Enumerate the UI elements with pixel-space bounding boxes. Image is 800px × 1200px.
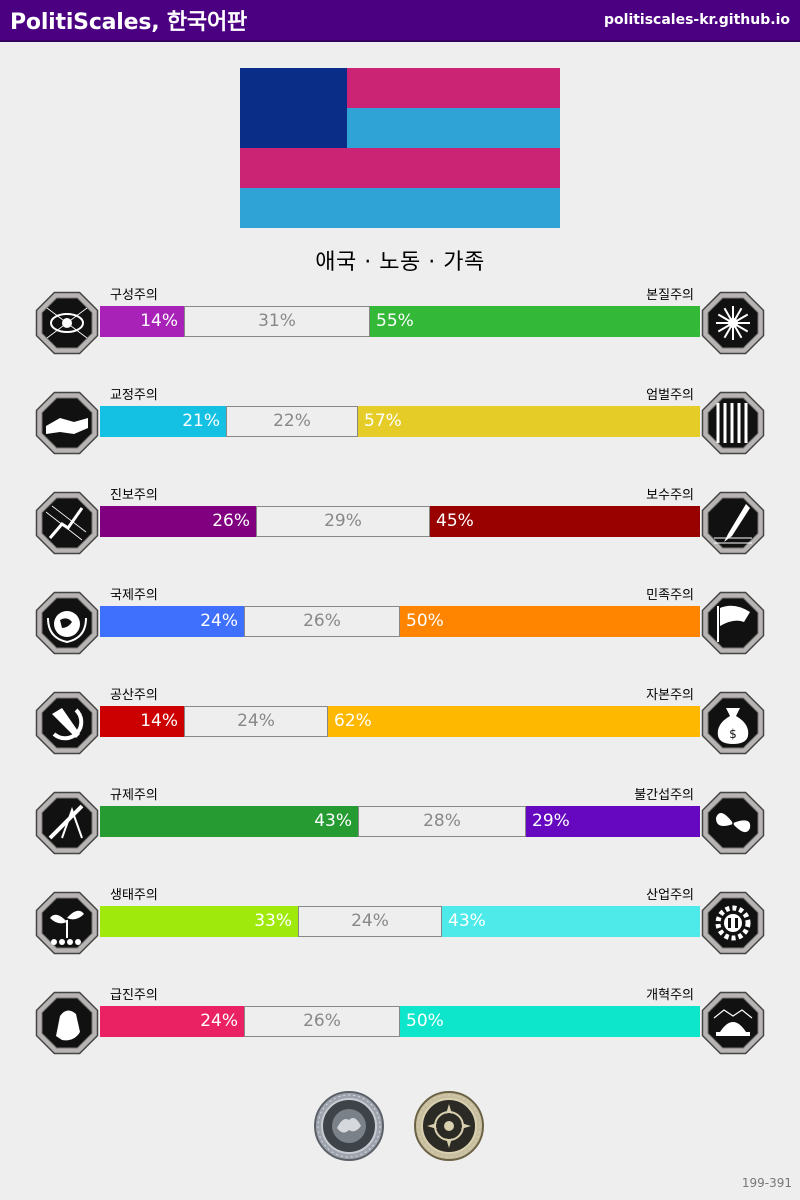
axis-bar: 26% 29% 45%: [100, 506, 700, 537]
axis-left-label: 진보주의: [110, 488, 158, 503]
gold-seal-icon: [413, 1090, 485, 1162]
flag-stripe-blue-2: [240, 188, 560, 228]
header-bar: PolitiScales, 한국어판 politiscales-kr.githu…: [0, 0, 800, 42]
globe-laurel-icon: [32, 588, 102, 658]
axis-bar: 14% 24% 62%: [100, 706, 700, 737]
axis-right-label: 엄벌주의: [646, 388, 694, 403]
quill-pen-icon: [698, 488, 768, 558]
ideology-name: 애국 · 노동 · 가족: [315, 250, 485, 275]
axis-neutral-segment: 28%: [358, 806, 526, 837]
axis-right-label: 민족주의: [646, 588, 694, 603]
axis-bar: 33% 24% 43%: [100, 906, 700, 937]
axis-neutral-segment: 26%: [244, 606, 400, 637]
gear-icon: [698, 888, 768, 958]
axis-neutral-segment: 24%: [184, 706, 328, 737]
axis-left-segment: 14%: [100, 706, 184, 737]
silver-seal-icon: [313, 1090, 385, 1162]
ruler-compass-icon: [32, 788, 102, 858]
axis-left-label: 구성주의: [110, 288, 158, 303]
axis-neutral-segment: 26%: [244, 1006, 400, 1037]
axis-left-segment: 14%: [100, 306, 184, 337]
axis-bar: 24% 26% 50%: [100, 606, 700, 637]
axis-left-label: 급진주의: [110, 988, 158, 1003]
eye-icon: [32, 288, 102, 358]
axis-row: 교정주의 엄벌주의 21% 22% 57%: [0, 388, 800, 488]
parliament-icon: [698, 988, 768, 1058]
axis-right-label: 본질주의: [646, 288, 694, 303]
axis-left-segment: 24%: [100, 606, 244, 637]
axis-neutral-segment: 29%: [256, 506, 430, 537]
axis-right-segment: 62%: [328, 706, 700, 737]
axis-left-segment: 26%: [100, 506, 256, 537]
fist-icon: [32, 988, 102, 1058]
axis-right-segment: 43%: [442, 906, 700, 937]
axis-bar: 43% 28% 29%: [100, 806, 700, 837]
axis-row: 진보주의 보수주의 26% 29% 45%: [0, 488, 800, 588]
axis-right-label: 보수주의: [646, 488, 694, 503]
flag-icon: [698, 588, 768, 658]
axis-right-label: 불간섭주의: [634, 788, 694, 803]
axis-row: 국제주의 민족주의 24% 26% 50%: [0, 588, 800, 688]
axis-neutral-segment: 22%: [226, 406, 358, 437]
axis-row: 공산주의 자본주의 14% 24% 62% $: [0, 688, 800, 788]
result-code: 199-391: [741, 1176, 792, 1190]
axis-row: 규제주의 불간섭주의 43% 28% 29%: [0, 788, 800, 888]
axis-right-label: 개혁주의: [646, 988, 694, 1003]
ideology-flag: [240, 68, 560, 228]
sprout-icon: [32, 888, 102, 958]
axis-left-label: 규제주의: [110, 788, 158, 803]
axis-left-segment: 33%: [100, 906, 298, 937]
butterflies-icon: [698, 788, 768, 858]
axis-row: 급진주의 개혁주의 24% 26% 50%: [0, 988, 800, 1088]
site-url[interactable]: politiscales-kr.github.io: [604, 12, 790, 28]
axis-right-segment: 55%: [370, 306, 700, 337]
axis-left-label: 국제주의: [110, 588, 158, 603]
axis-bar: 14% 31% 55%: [100, 306, 700, 337]
svg-text:$: $: [729, 727, 737, 741]
money-bag-icon: $: [698, 688, 768, 758]
chrysanthemum-icon: [698, 288, 768, 358]
axis-right-segment: 45%: [430, 506, 700, 537]
axis-row: 생태주의 산업주의 33% 24% 43%: [0, 888, 800, 988]
axis-right-label: 산업주의: [646, 888, 694, 903]
flag-stripe-pink-2: [240, 148, 560, 188]
axis-left-segment: 21%: [100, 406, 226, 437]
axis-neutral-segment: 24%: [298, 906, 442, 937]
axis-right-label: 자본주의: [646, 688, 694, 703]
axis-bar: 21% 22% 57%: [100, 406, 700, 437]
app-title: PolitiScales, 한국어판: [10, 10, 248, 35]
axis-left-label: 공산주의: [110, 688, 158, 703]
axis-right-segment: 50%: [400, 1006, 700, 1037]
axis-left-label: 생태주의: [110, 888, 158, 903]
axis-bar: 24% 26% 50%: [100, 1006, 700, 1037]
hammer-sickle-icon: [32, 688, 102, 758]
axis-row: 구성주의 본질주의 14% 31% 55%: [0, 288, 800, 388]
hand-light-icon: [32, 488, 102, 558]
axis-left-label: 교정주의: [110, 388, 158, 403]
axis-right-segment: 29%: [526, 806, 700, 837]
axis-left-segment: 24%: [100, 1006, 244, 1037]
badges: [313, 1090, 488, 1162]
axis-right-segment: 57%: [358, 406, 700, 437]
axis-right-segment: 50%: [400, 606, 700, 637]
handshake-icon: [32, 388, 102, 458]
flag-canton: [240, 68, 347, 148]
prison-bars-icon: [698, 388, 768, 458]
axis-neutral-segment: 31%: [184, 306, 370, 337]
axis-left-segment: 43%: [100, 806, 358, 837]
